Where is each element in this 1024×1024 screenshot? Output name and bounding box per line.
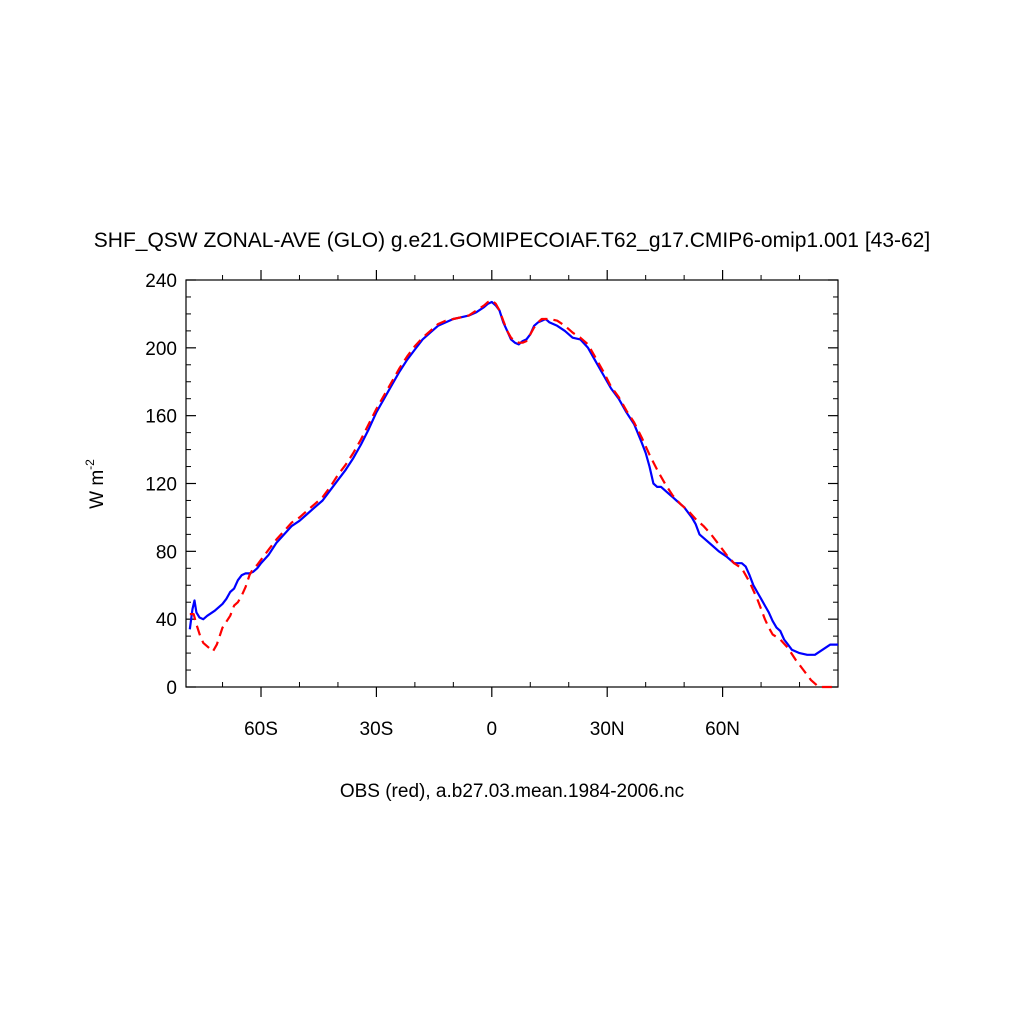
chart-title: SHF_QSW ZONAL-AVE (GLO) g.e21.GOMIPECOIA… (94, 229, 930, 252)
y-tick-label: 200 (145, 339, 177, 360)
y-axis-label-exponent: -2 (83, 459, 97, 470)
y-tick-label: 240 (145, 271, 177, 292)
series-line-model-blue (188, 300, 838, 656)
y-tick-label: 40 (156, 610, 177, 631)
x-axis-ticks: 60S 30S 0 30N 60N (222, 270, 801, 740)
x-tick-label: 30N (590, 719, 625, 740)
x-tick-label: 30S (360, 719, 394, 740)
y-axis-label-main: W m (87, 470, 108, 509)
y-tick-label: 160 (145, 407, 177, 428)
y-tick-label: 0 (166, 678, 177, 699)
series-layer (188, 299, 838, 689)
x-tick-label: 0 (487, 719, 498, 740)
y-axis-label: W m-2 (83, 459, 108, 509)
y-tick-label: 120 (145, 475, 177, 496)
y-tick-label: 80 (156, 542, 177, 563)
x-axis-caption: OBS (red), a.b27.03.mean.1984-2006.nc (340, 781, 684, 802)
series-line-obs-red (189, 299, 838, 689)
y-axis-ticks: 0 40 80 120 160 200 240 (145, 271, 838, 699)
x-tick-label: 60S (244, 719, 278, 740)
x-tick-label: 60N (705, 719, 740, 740)
